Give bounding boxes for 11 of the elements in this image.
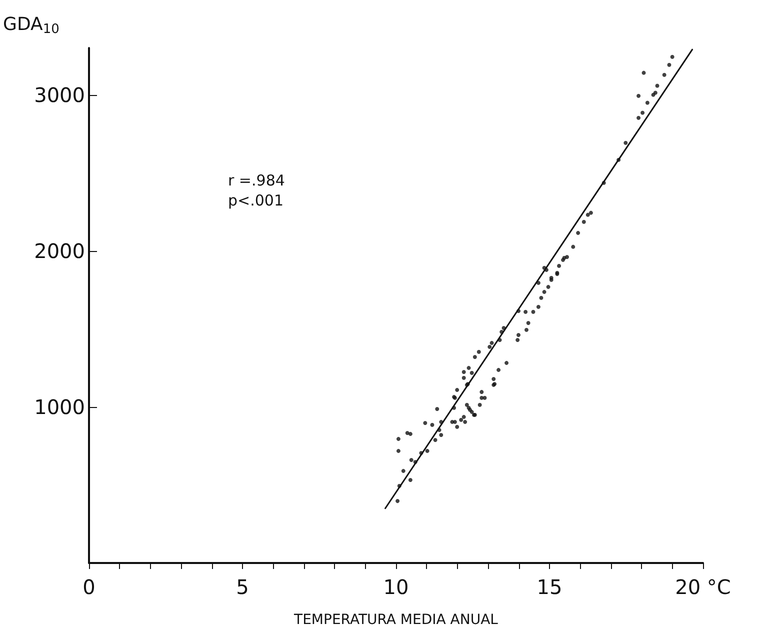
annotation: r =.984 (228, 172, 285, 190)
x-tick-label: 5 (236, 575, 249, 599)
x-tick-label: 20 °C (675, 575, 731, 599)
annotation: p<.001 (228, 192, 284, 210)
y-tick-label: 2000 (34, 238, 85, 263)
y-tick-label: 3000 (34, 82, 85, 107)
x-tick-label: 0 (82, 575, 96, 599)
x-tick-label: 15 (536, 575, 562, 599)
x-axis-title: TEMPERATURA MEDIA ANUAL (293, 612, 498, 628)
y-tick-label: 1000 (34, 394, 85, 419)
x-tick-label: 10 (383, 575, 409, 599)
